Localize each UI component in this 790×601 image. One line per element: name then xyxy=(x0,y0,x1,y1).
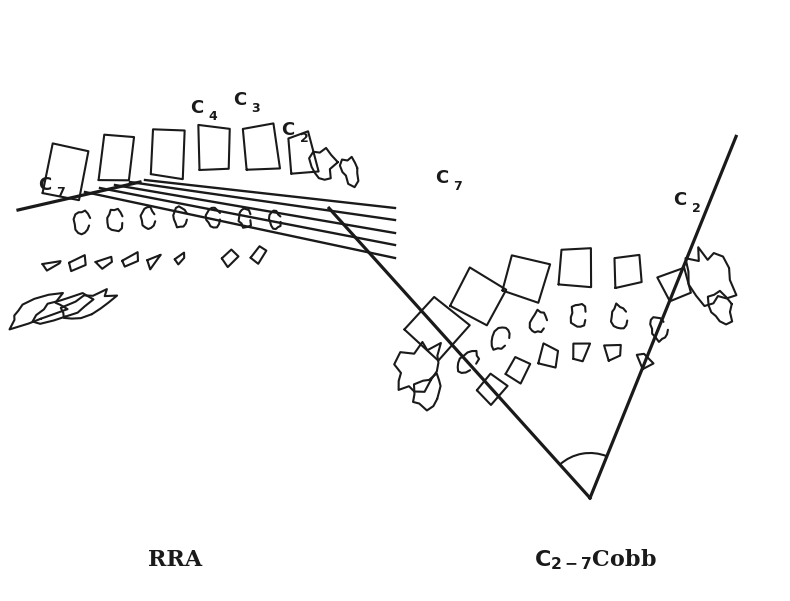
Text: $\mathbf{C}$: $\mathbf{C}$ xyxy=(38,176,52,194)
Text: $\mathbf{3}$: $\mathbf{3}$ xyxy=(251,102,261,115)
Text: $\mathbf{2}$: $\mathbf{2}$ xyxy=(691,201,701,215)
Text: $\mathbf{C}$: $\mathbf{C}$ xyxy=(233,91,247,109)
Text: $\mathbf{2}$: $\mathbf{2}$ xyxy=(299,132,309,144)
Text: RRA: RRA xyxy=(148,549,202,571)
Text: $\mathbf{7}$: $\mathbf{7}$ xyxy=(56,186,66,200)
Text: $\mathbf{C}$: $\mathbf{C}$ xyxy=(673,191,687,209)
Text: $\mathbf{C_{2-7}}$Cobb: $\mathbf{C_{2-7}}$Cobb xyxy=(534,548,656,572)
Text: $\mathbf{7}$: $\mathbf{7}$ xyxy=(453,180,463,192)
Text: $\mathbf{C}$: $\mathbf{C}$ xyxy=(190,99,204,117)
Text: $\mathbf{C}$: $\mathbf{C}$ xyxy=(435,169,449,187)
Text: $\mathbf{4}$: $\mathbf{4}$ xyxy=(208,109,218,123)
Text: $\mathbf{C}$: $\mathbf{C}$ xyxy=(281,121,295,139)
